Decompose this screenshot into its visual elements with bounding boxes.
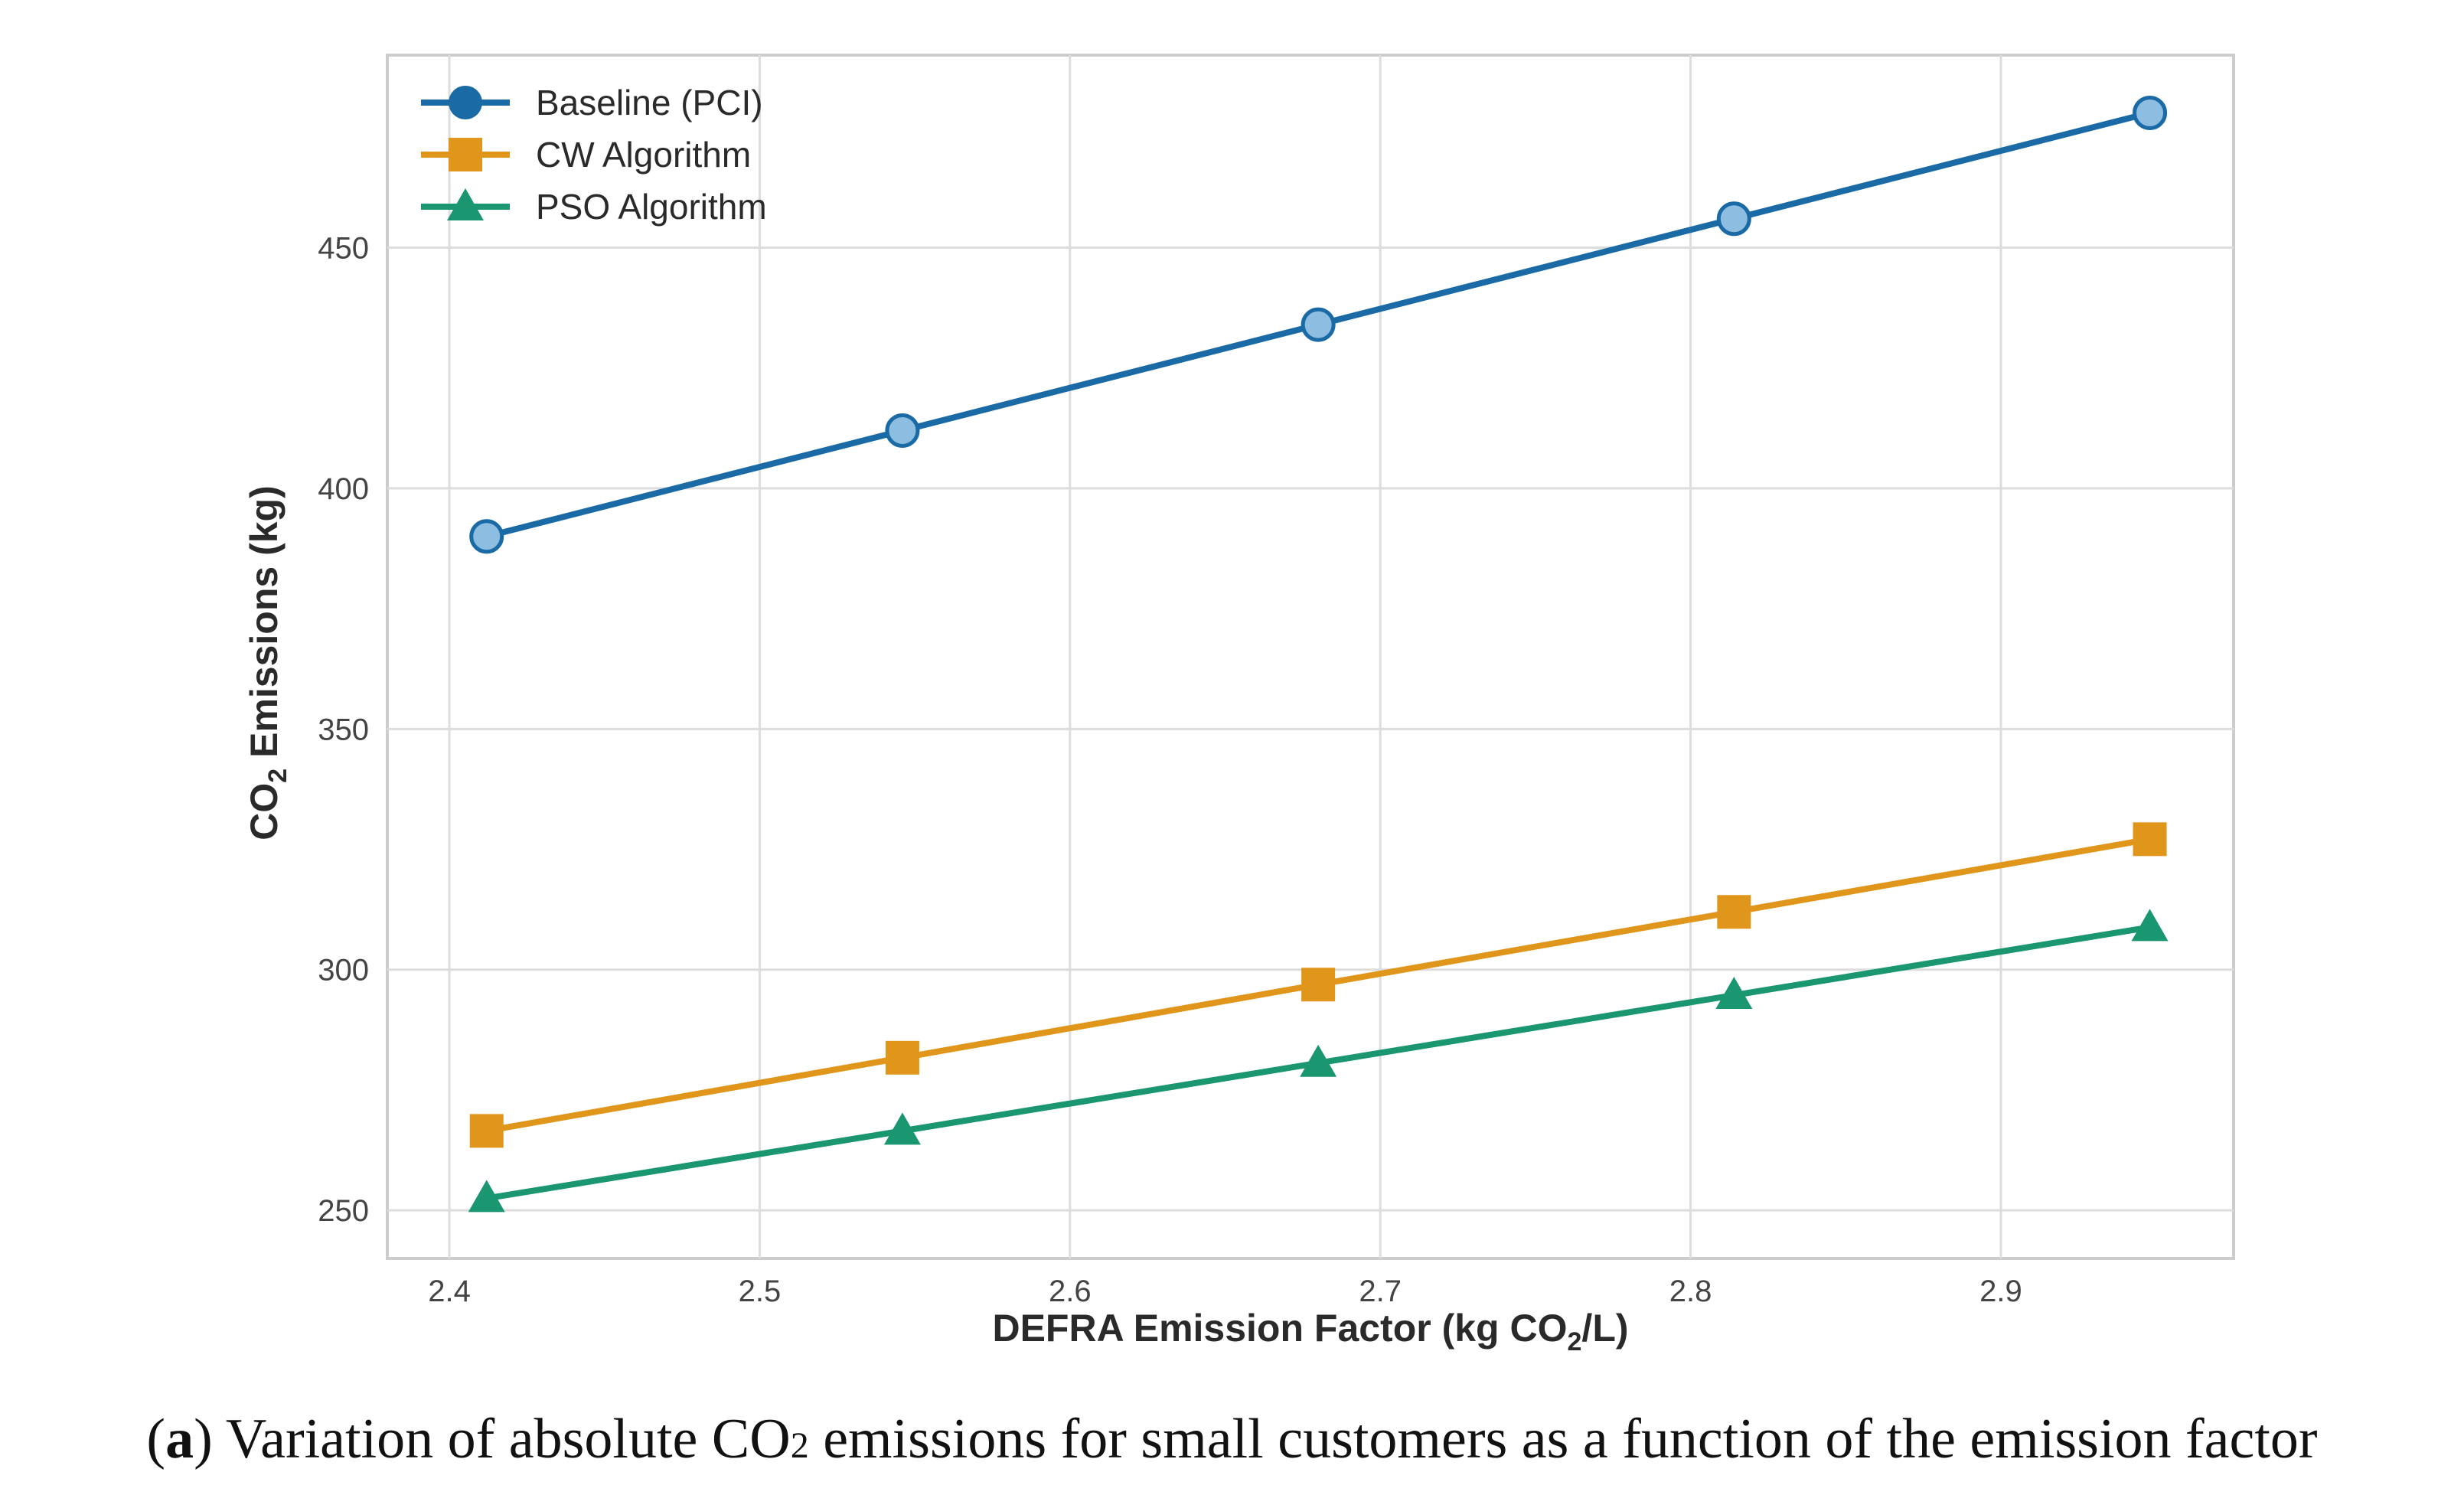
data-point bbox=[1717, 895, 1751, 929]
x-tick-label: 2.5 bbox=[739, 1275, 782, 1308]
data-point bbox=[469, 1114, 504, 1148]
legend-item-cw: CW Algorithm bbox=[421, 135, 751, 175]
legend-marker-cw bbox=[449, 138, 482, 171]
x-axis-label-pre: DEFRA Emission Factor (kg CO bbox=[992, 1307, 1567, 1350]
legend-item-baseline: Baseline (PCI) bbox=[421, 83, 763, 122]
x-axis-label-post: /L) bbox=[1581, 1307, 1628, 1350]
legend-label-cw: CW Algorithm bbox=[536, 135, 751, 175]
y-axis-label: CO2 Emissions (kg) bbox=[243, 485, 292, 840]
y-tick-label: 250 bbox=[318, 1194, 369, 1228]
x-tick-label: 2.9 bbox=[1979, 1275, 2022, 1308]
data-point bbox=[883, 1112, 921, 1145]
data-point bbox=[468, 1180, 505, 1213]
caption-text-post: emissions for small customers as a funct… bbox=[808, 1408, 2318, 1470]
caption-close: ) bbox=[194, 1408, 213, 1470]
legend-label-baseline: Baseline (PCI) bbox=[536, 83, 763, 122]
y-axis-label-sub: 2 bbox=[263, 769, 292, 783]
data-point bbox=[1715, 977, 1753, 1010]
data-point bbox=[2133, 822, 2167, 857]
caption-open: ( bbox=[146, 1408, 166, 1470]
legend-marker-baseline bbox=[449, 86, 482, 119]
data-point bbox=[1301, 307, 1336, 342]
y-axis-label-post: Emissions (kg) bbox=[243, 485, 286, 769]
caption-label: a bbox=[165, 1408, 194, 1470]
legend-label-pso: PSO Algorithm bbox=[536, 187, 767, 227]
data-point bbox=[885, 413, 920, 448]
grid bbox=[387, 55, 2234, 1258]
y-tick-label: 400 bbox=[318, 472, 369, 506]
x-axis-label-sub: 2 bbox=[1568, 1327, 1582, 1356]
series-circle bbox=[469, 95, 2168, 554]
caption-text-pre: Variation of absolute CO bbox=[212, 1408, 791, 1470]
y-tick-label: 450 bbox=[318, 232, 369, 266]
x-tick-label: 2.8 bbox=[1669, 1275, 1712, 1308]
data-point bbox=[2133, 95, 2168, 130]
x-axis-label: DEFRA Emission Factor (kg CO2/L) bbox=[992, 1307, 1628, 1356]
series-square bbox=[469, 822, 2167, 1148]
data-point bbox=[1301, 968, 1336, 1002]
figure-caption: (a) Variation of absolute CO2 emissions … bbox=[0, 1407, 2464, 1472]
legend-item-pso: PSO Algorithm bbox=[421, 187, 767, 227]
series-triangle bbox=[468, 909, 2169, 1213]
plot-area bbox=[386, 54, 2235, 1260]
x-tick-label: 2.6 bbox=[1049, 1275, 1092, 1308]
data-point bbox=[885, 1040, 919, 1075]
tick-labels: 2.4 2.5 2.6 2.7 2.8 2.9 250 300 350 400 450 bbox=[318, 232, 2022, 1308]
y-tick-label: 350 bbox=[318, 713, 369, 746]
data-point bbox=[1300, 1044, 1337, 1077]
series-layer bbox=[468, 95, 2169, 1213]
data-point bbox=[469, 519, 504, 554]
y-axis-label-pre: CO bbox=[243, 783, 286, 840]
legend-marker-pso bbox=[447, 188, 484, 220]
legend: Baseline (PCI) CW Algorithm PSO Algorith… bbox=[421, 83, 767, 227]
caption-sub: 2 bbox=[790, 1425, 809, 1466]
data-point bbox=[1716, 201, 1751, 237]
x-tick-label: 2.4 bbox=[428, 1275, 471, 1308]
data-point bbox=[2131, 909, 2169, 942]
x-tick-label: 2.7 bbox=[1359, 1275, 1402, 1308]
y-tick-label: 300 bbox=[318, 954, 369, 987]
